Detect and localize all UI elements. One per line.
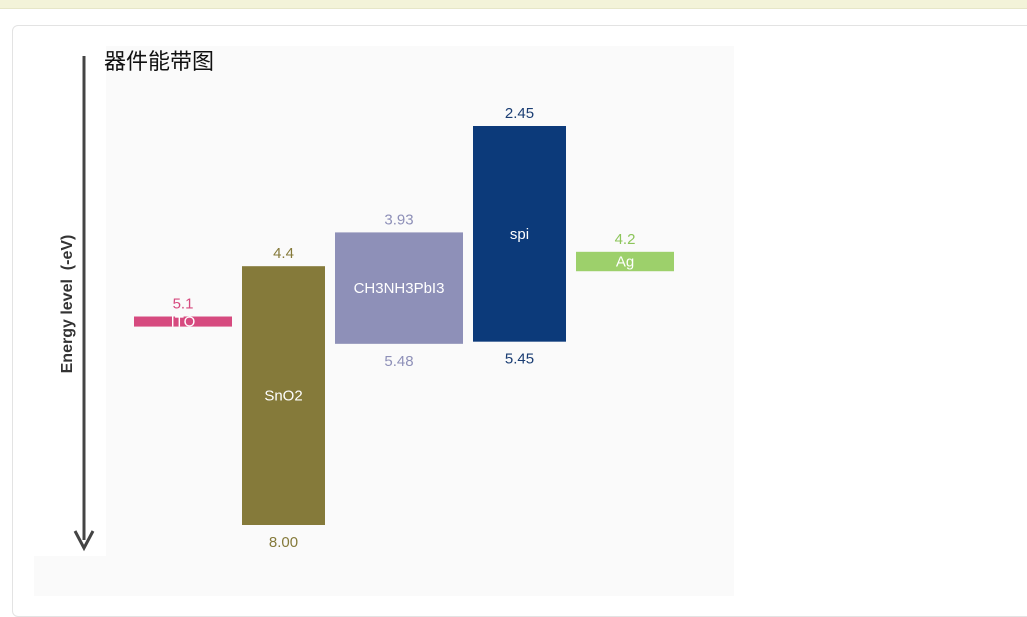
top-value-spi: 2.45 [505, 105, 534, 122]
top-value-ito: 5.1 [173, 296, 194, 313]
bar-label-ag: Ag [616, 254, 634, 271]
y-axis-label: Energy level (-eV) [59, 235, 76, 374]
y-axis: Energy level (-eV) [59, 56, 95, 552]
bottom-value-sno2: 8.00 [269, 534, 298, 551]
top-value-ag: 4.2 [615, 231, 636, 248]
bar-ag [576, 251, 674, 272]
bar-label-ito: ITO [171, 314, 196, 331]
bar-spi [473, 126, 566, 342]
top-strip [0, 0, 1027, 9]
bar-label-spi: spi [510, 226, 529, 243]
top-value-ch3nh3pbi3: 3.93 [384, 211, 413, 228]
bottom-value-ch3nh3pbi3: 5.48 [384, 353, 413, 370]
bottom-value-spi: 5.45 [505, 351, 534, 368]
y-axis-arrowhead [73, 530, 95, 552]
bar-ito [134, 316, 232, 327]
axis-area [34, 46, 106, 556]
bar-label-sno2: SnO2 [264, 388, 302, 405]
bar-ch3nh3pbi3 [335, 232, 463, 344]
chart-title: 器件能带图 [104, 50, 215, 75]
top-value-sno2: 4.4 [273, 245, 294, 262]
bar-label-ch3nh3pbi3: CH3NH3PbI3 [354, 280, 445, 297]
bar-sno2 [242, 266, 325, 525]
